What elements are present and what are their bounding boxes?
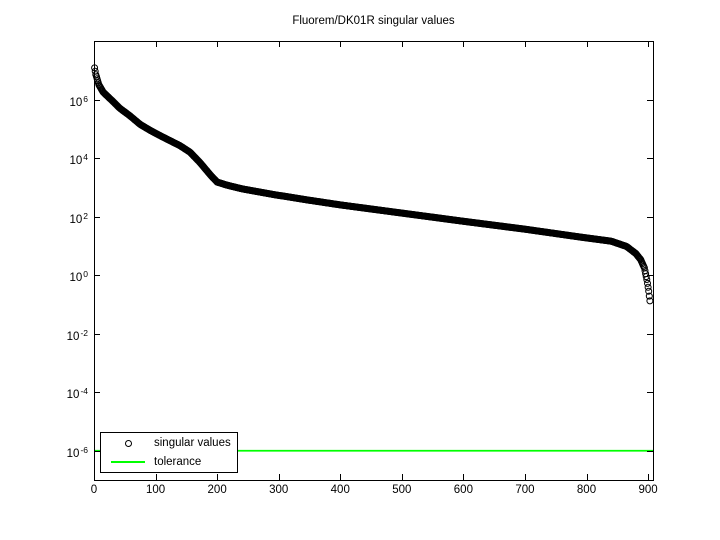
x-tick-label: 600 xyxy=(453,484,473,496)
legend-label-tolerance: tolerance xyxy=(154,456,202,468)
x-tick-label: 400 xyxy=(330,484,350,496)
x-tick-label: 100 xyxy=(145,484,166,496)
y-tick-label: 100 xyxy=(69,269,88,284)
y-tick-label: 10-4 xyxy=(66,386,88,402)
chart-title: Fluorem/DK01R singular values xyxy=(292,15,455,27)
circle-marker-icon xyxy=(108,439,148,447)
x-tick-label: 500 xyxy=(392,484,412,496)
x-tick-label: 900 xyxy=(638,484,658,496)
x-tick-label: 200 xyxy=(207,484,227,496)
y-tick-label: 10-6 xyxy=(66,444,88,460)
y-tick-label: 106 xyxy=(69,93,88,109)
y-tick-label: 10-2 xyxy=(66,327,88,343)
legend-label-singular-values: singular values xyxy=(154,437,231,449)
legend-entry-tolerance: tolerance xyxy=(101,453,237,471)
axes-box xyxy=(94,41,654,481)
y-tick-label: 102 xyxy=(69,210,88,226)
legend: singular values tolerance xyxy=(100,432,238,473)
x-tick-label: 700 xyxy=(515,484,535,496)
x-tick-label: 0 xyxy=(90,484,98,496)
y-tick-label: 104 xyxy=(69,152,88,167)
legend-entry-singular-values: singular values xyxy=(101,434,237,452)
line-marker-icon xyxy=(108,461,148,463)
singular-values-series xyxy=(91,64,654,305)
x-tick-label: 300 xyxy=(269,484,289,496)
x-tick-label: 800 xyxy=(576,484,597,496)
